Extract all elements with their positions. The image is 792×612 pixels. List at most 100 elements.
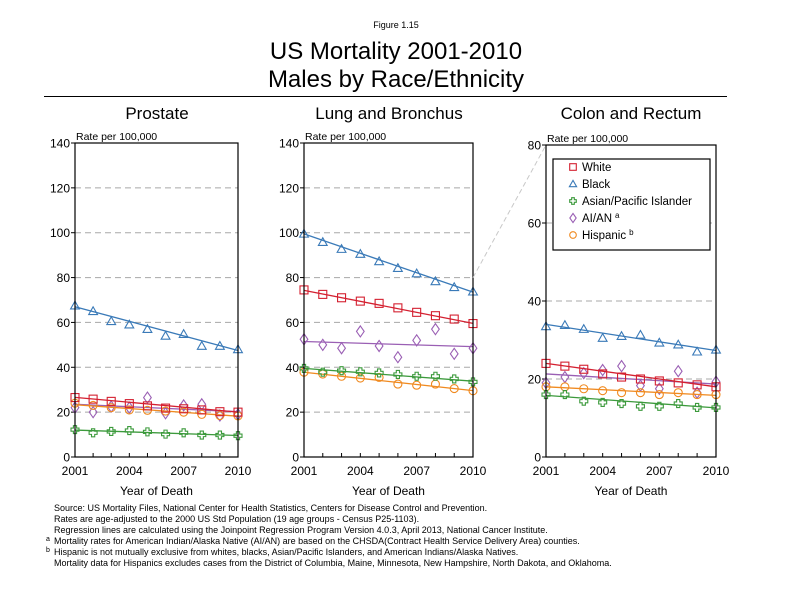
series-black <box>69 300 244 354</box>
legend-marker-black <box>568 179 578 188</box>
data-point-aian <box>355 324 365 338</box>
data-point-asian <box>711 402 721 413</box>
data-point-hispanic <box>374 372 384 382</box>
data-point-black <box>354 248 366 258</box>
data-point-black <box>411 268 423 278</box>
data-point-aian <box>617 359 627 373</box>
chart-panel-colon-and-rectum: Colon and Rectum Rate per 100,000 0 20 40 60 8… <box>528 104 730 498</box>
x-tick-label: 2007 <box>646 464 673 478</box>
x-tick-label: 2010 <box>460 464 487 478</box>
legend-label-black: Black <box>582 179 610 191</box>
trend-line-black <box>303 233 474 293</box>
data-point-asian <box>124 425 134 436</box>
data-point-aian <box>197 397 207 411</box>
y-tick-label: 100 <box>50 226 70 240</box>
x-tick-label: 2010 <box>703 464 730 478</box>
trend-line-hispanic <box>74 404 239 417</box>
data-point-asian <box>617 399 627 409</box>
data-point-black <box>430 275 441 286</box>
footnote-text: Mortality rates for American Indian/Alas… <box>54 536 580 546</box>
data-point-black <box>196 340 208 350</box>
data-point-black <box>653 337 665 347</box>
y-tick-label: 80 <box>528 139 542 153</box>
panel-title: Prostate <box>125 104 188 123</box>
chart-title-line1: US Mortality 2001-2010 <box>269 38 523 65</box>
data-point-white <box>673 378 683 388</box>
series-black <box>298 228 479 296</box>
data-point-aian <box>124 401 134 415</box>
y-tick-label: 120 <box>50 181 70 195</box>
plot-frame <box>303 142 474 458</box>
data-point-asian <box>598 397 608 407</box>
footnote-text: Hispanic is not mutually exclusive from … <box>54 547 519 557</box>
y-tick-label: 140 <box>50 137 70 151</box>
data-point-asian <box>374 368 384 378</box>
y-tick-label: 0 <box>534 451 541 465</box>
y-tick-label: 20 <box>57 406 71 420</box>
data-point-aian <box>560 370 570 384</box>
data-point-aian <box>374 339 384 353</box>
data-point-white <box>124 399 134 409</box>
data-point-aian <box>579 366 589 380</box>
y-tick-label: 80 <box>286 271 300 285</box>
footnote-text: Rates are age-adjusted to the 2000 US St… <box>54 514 420 524</box>
data-point-hispanic <box>673 388 683 398</box>
data-point-black <box>123 319 135 329</box>
y-tick-label: 0 <box>292 451 299 465</box>
legend-box <box>552 158 711 251</box>
data-point-asian <box>142 427 152 437</box>
data-point-white <box>215 407 225 417</box>
y-axis-label: Rate per 100,000 <box>76 131 157 143</box>
chart-panel-lung-and-bronchus: Lung and Bronchus Rate per 100,000 0 20 40 60… <box>279 104 487 498</box>
data-point-aian <box>142 391 152 405</box>
legend-marker-aian <box>569 212 577 224</box>
data-point-hispanic <box>412 380 422 390</box>
data-point-white <box>579 364 589 374</box>
data-point-asian <box>430 371 440 381</box>
y-tick-label: 40 <box>57 361 71 375</box>
x-tick-label: 2001 <box>291 464 318 478</box>
series-aian <box>299 322 478 364</box>
y-tick-label: 40 <box>528 295 542 309</box>
x-tick-label: 2004 <box>589 464 616 478</box>
y-tick-label: 20 <box>286 406 300 420</box>
data-point-asian <box>179 428 189 438</box>
data-point-asian <box>449 374 459 384</box>
footnote-b: b Hispanic is not mutually exclusive from… <box>46 547 612 558</box>
series-black <box>540 319 722 356</box>
footnote-mark: b <box>46 547 50 554</box>
data-point-black <box>597 332 609 342</box>
y-tick-label: 20 <box>528 373 542 387</box>
data-point-black <box>87 305 99 316</box>
data-point-hispanic <box>124 405 134 415</box>
x-tick-label: 2010 <box>225 464 252 478</box>
data-point-black <box>559 319 571 330</box>
data-point-aian <box>598 363 608 377</box>
trend-line-hispanic <box>303 371 474 392</box>
data-point-white <box>598 369 608 379</box>
panel-title: Colon and Rectum <box>561 104 702 123</box>
footnote-a: a Mortality rates for American Indian/Ala… <box>46 536 612 547</box>
x-axis-label: Year of Death <box>352 484 425 498</box>
data-point-black <box>635 329 646 339</box>
x-axis-label: Year of Death <box>120 484 193 498</box>
data-point-hispanic <box>692 390 702 400</box>
series-asian <box>541 390 721 413</box>
data-point-aian <box>393 350 403 364</box>
data-point-asian <box>692 402 702 413</box>
data-point-hispanic <box>337 371 347 381</box>
series-asian <box>299 363 478 387</box>
data-point-white <box>654 376 664 386</box>
x-tick-label: 2001 <box>533 464 560 478</box>
legend-superscript: b <box>629 228 634 237</box>
data-point-hispanic <box>617 388 627 398</box>
y-tick-label: 120 <box>279 181 299 195</box>
data-point-black <box>578 323 590 333</box>
footnote-text: Regression lines are calculated using th… <box>54 525 548 535</box>
series-white <box>299 285 478 329</box>
data-point-black <box>672 339 684 349</box>
trend-line-aian <box>74 403 239 413</box>
footnotes: Source: US Mortality Files, National Cen… <box>46 503 612 569</box>
x-tick-label: 2004 <box>347 464 374 478</box>
legend-label-aian: AI/AN a <box>582 211 620 225</box>
